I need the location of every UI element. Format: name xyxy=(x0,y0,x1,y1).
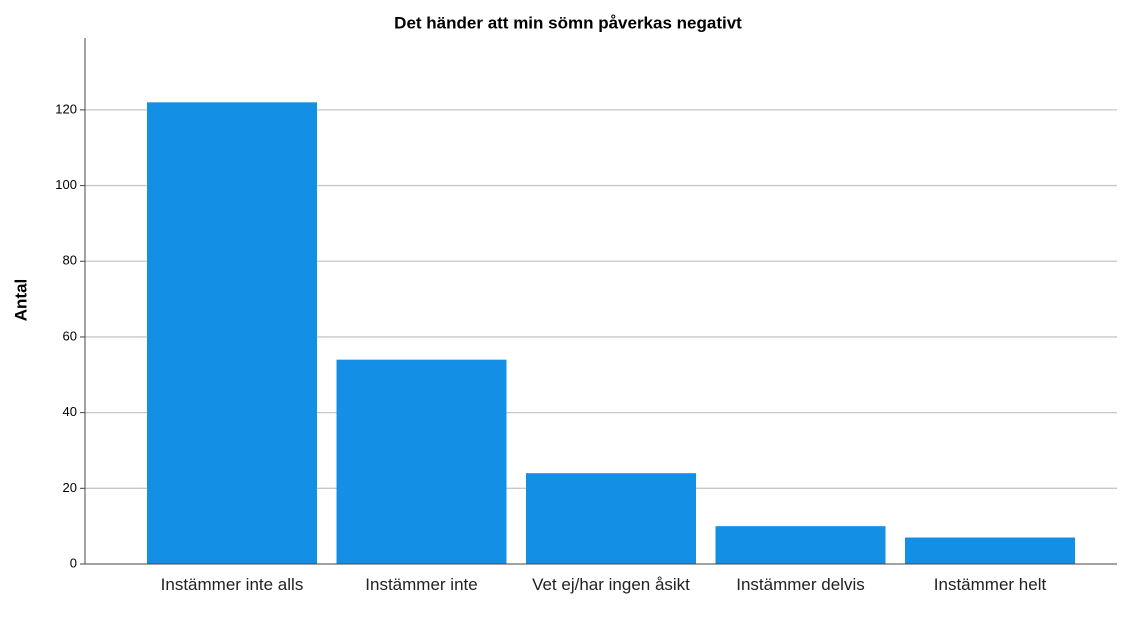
y-tick-label: 60 xyxy=(63,328,77,343)
x-tick-label: Instämmer inte xyxy=(365,575,478,594)
bar xyxy=(147,102,317,564)
y-tick-label: 100 xyxy=(55,177,77,192)
bar xyxy=(336,359,507,564)
y-axis-label: Antal xyxy=(11,279,30,322)
x-tick-label: Instämmer inte alls xyxy=(160,575,304,594)
bar xyxy=(526,473,696,564)
chart-title: Det händer att min sömn påverkas negativ… xyxy=(394,13,742,32)
y-tick-label: 20 xyxy=(63,480,77,495)
bar xyxy=(905,537,1075,564)
x-tick-label: Instämmer helt xyxy=(933,575,1047,594)
y-tick-label: 0 xyxy=(70,555,77,570)
y-tick-label: 120 xyxy=(55,101,77,116)
y-tick-label: 80 xyxy=(63,253,77,268)
x-tick-label: Vet ej/har ingen åsikt xyxy=(532,575,690,594)
bar xyxy=(715,526,886,564)
x-tick-label: Instämmer delvis xyxy=(736,575,865,594)
y-tick-label: 40 xyxy=(63,404,77,419)
